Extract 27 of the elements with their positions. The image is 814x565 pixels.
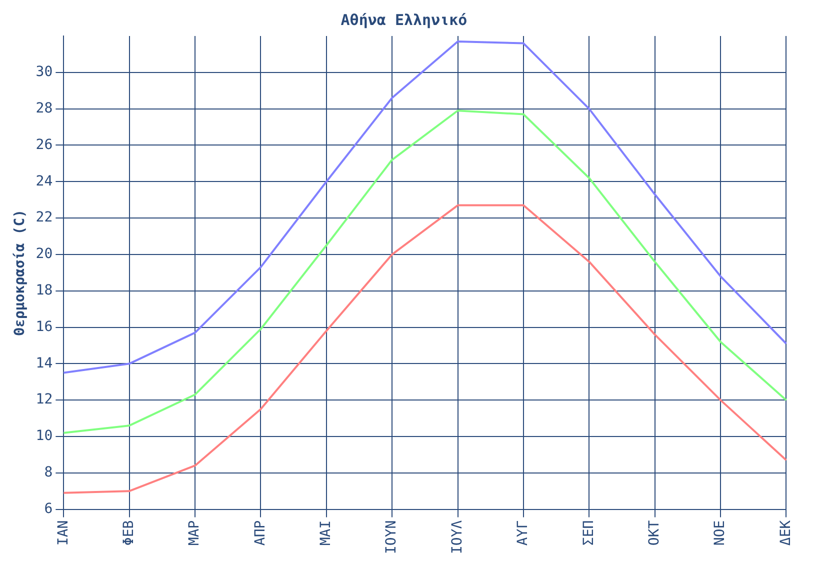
x-tick-label: ΑΥΓ [515, 520, 532, 546]
x-tick-label: ΑΠΡ [252, 520, 268, 546]
y-tick-label: 22 [36, 210, 53, 226]
x-tick-label: ΜΑΡ [186, 520, 203, 546]
y-tick-label: 28 [36, 100, 53, 116]
y-axis-title: Θερμοκρασία (C) [12, 209, 28, 336]
y-tick-label: 14 [36, 355, 53, 372]
y-tick-label: 18 [36, 282, 53, 298]
x-tick-label: ΝΟΕ [712, 520, 728, 546]
x-tick-label: ΦΕΒ [120, 520, 137, 546]
y-tick-label: 12 [36, 392, 53, 408]
x-tick-label: ΙΟΥΛ [449, 520, 466, 554]
x-tick-label: ΟΚΤ [646, 520, 662, 546]
y-tick-label: 26 [36, 136, 53, 153]
y-tick-label: 6 [44, 500, 53, 517]
y-tick-label: 24 [36, 173, 53, 190]
x-tick-label: ΔΕΚ [778, 520, 794, 546]
y-tick-label: 16 [36, 318, 53, 335]
x-tick-label: ΜΑΙ [318, 520, 334, 546]
y-tick-label: 10 [36, 428, 53, 444]
y-tick-label: 8 [44, 464, 53, 481]
y-tick-label: 20 [36, 246, 53, 262]
x-tick-label: ΙΑΝ [55, 520, 72, 546]
x-tick-label: ΣΕΠ [580, 520, 597, 546]
chart-title: Αθήνα Ελληνικό [340, 10, 468, 29]
y-tick-label: 30 [36, 64, 53, 80]
x-tick-label: ΙΟΥΝ [384, 520, 400, 554]
